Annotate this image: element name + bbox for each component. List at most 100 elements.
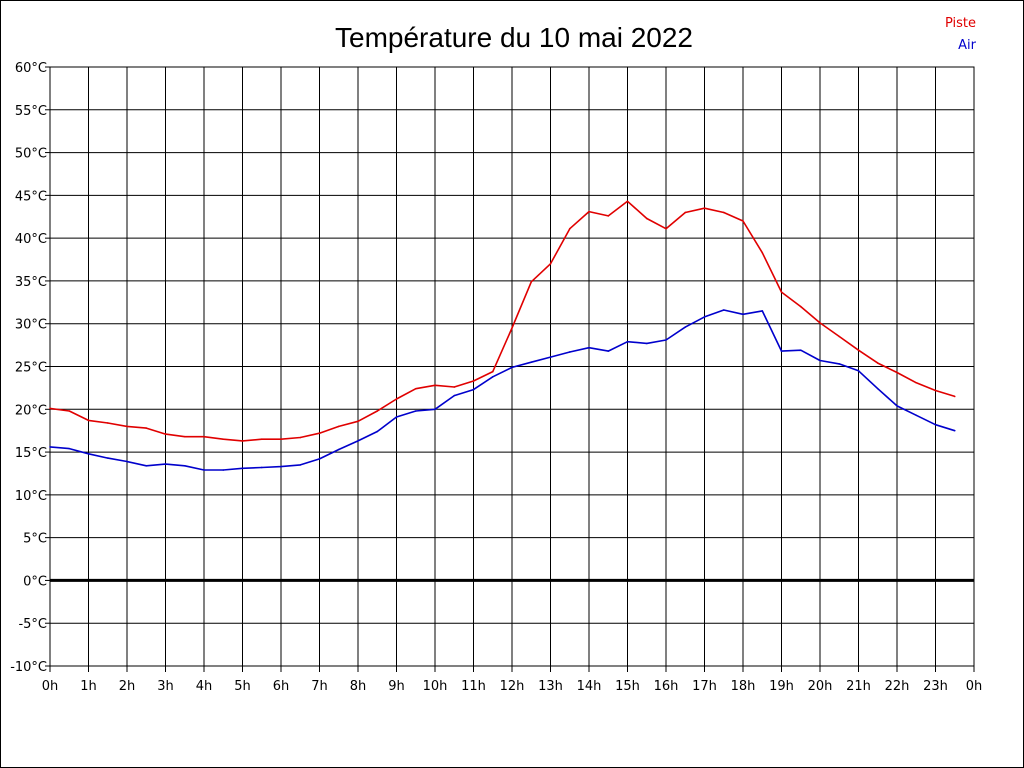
data-point-air	[106, 457, 109, 459]
x-tick-label: 18h	[731, 679, 756, 694]
data-point-air	[780, 350, 783, 352]
data-point-piste	[722, 211, 725, 214]
data-point-air	[337, 448, 340, 451]
y-tick-label: 0°C	[23, 574, 47, 589]
data-point-piste	[49, 407, 51, 410]
y-tick-label: 40°C	[15, 232, 47, 247]
x-tick-label: 6h	[273, 679, 290, 694]
data-point-air	[722, 309, 725, 311]
x-tick-label: 14h	[577, 679, 602, 694]
y-tick-label: 20°C	[15, 403, 47, 418]
data-point-air	[395, 416, 398, 418]
data-point-piste	[491, 370, 494, 373]
data-point-piste	[780, 291, 783, 293]
data-point-piste	[241, 440, 244, 442]
data-point-air	[87, 452, 90, 455]
data-point-piste	[414, 387, 417, 390]
data-point-piste	[106, 422, 109, 424]
data-point-piste	[915, 381, 918, 384]
data-point-piste	[626, 200, 629, 203]
data-point-air	[626, 340, 629, 343]
data-point-air	[549, 356, 552, 358]
y-tick-label: 55°C	[15, 104, 47, 119]
legend-entry-piste: Piste	[945, 16, 976, 31]
series-line-air	[49, 309, 956, 471]
x-tick-label: 23h	[923, 679, 948, 694]
legend-entry-air: Air	[958, 38, 977, 53]
x-tick-label: 22h	[885, 679, 910, 694]
x-tick-label: 3h	[157, 679, 174, 694]
data-point-piste	[568, 227, 571, 230]
x-tick-label: 13h	[538, 679, 563, 694]
y-tick-label: 45°C	[15, 189, 47, 204]
data-point-air	[665, 339, 667, 341]
y-tick-label: -5°C	[18, 617, 47, 632]
data-point-piste	[645, 217, 648, 220]
data-point-air	[742, 313, 744, 316]
data-point-air	[260, 466, 263, 469]
x-tick-label: 19h	[769, 679, 794, 694]
data-point-piste	[511, 327, 513, 329]
data-point-air	[953, 429, 956, 432]
data-point-piste	[588, 210, 590, 213]
data-point-air	[876, 387, 879, 390]
data-point-piste	[684, 211, 687, 214]
chart-title: Température du 10 mai 2022	[335, 22, 693, 53]
data-point-air	[280, 465, 282, 468]
data-point-piste	[260, 438, 263, 441]
data-point-piste	[549, 263, 552, 265]
data-point-piste	[434, 384, 436, 387]
data-point-air	[819, 359, 821, 362]
data-point-piste	[530, 280, 533, 283]
data-point-air	[203, 469, 205, 471]
x-tick-label: 8h	[350, 679, 367, 694]
data-point-air	[68, 447, 71, 450]
data-point-piste	[395, 398, 398, 400]
data-point-piste	[953, 395, 956, 398]
data-point-air	[145, 464, 148, 467]
y-axis-ticks: -10°C -5°C 0°C 5°C 10°C 15°C 20°C 25°C 30°C 35°C 4…	[10, 61, 47, 675]
data-point-piste	[703, 207, 706, 209]
data-point-air	[645, 342, 648, 345]
data-point-piste	[280, 438, 282, 441]
x-tick-label: 2h	[119, 679, 136, 694]
legend: Piste Air	[945, 16, 977, 53]
y-tick-label: 60°C	[15, 61, 47, 76]
data-point-air	[453, 394, 456, 397]
y-tick-label: 30°C	[15, 318, 47, 333]
data-point-piste	[665, 227, 667, 230]
data-point-piste	[876, 362, 879, 364]
data-point-air	[511, 366, 513, 369]
data-point-air	[318, 458, 321, 460]
data-point-piste	[376, 410, 379, 412]
data-point-piste	[145, 427, 148, 429]
data-point-piste	[607, 215, 610, 217]
y-tick-label: 5°C	[23, 532, 47, 547]
data-point-air	[838, 363, 841, 365]
x-tick-label: 9h	[388, 679, 405, 694]
data-point-air	[164, 463, 167, 465]
series-lines	[49, 200, 956, 471]
data-point-piste	[857, 349, 860, 352]
data-point-piste	[357, 420, 359, 423]
data-point-piste	[934, 389, 937, 392]
y-tick-label: 35°C	[15, 275, 47, 290]
data-point-air	[126, 460, 128, 463]
x-tick-label: 17h	[692, 679, 717, 694]
data-point-piste	[819, 322, 821, 324]
data-point-air	[414, 410, 417, 412]
data-point-piste	[742, 220, 744, 222]
x-tick-label: 0h	[42, 679, 59, 694]
data-point-piste	[183, 435, 186, 438]
data-point-air	[934, 423, 937, 426]
data-point-air	[761, 310, 764, 312]
data-point-air	[49, 446, 51, 448]
data-point-piste	[453, 386, 456, 388]
data-point-piste	[799, 305, 802, 308]
data-point-air	[491, 375, 494, 378]
x-tick-label: 4h	[196, 679, 213, 694]
data-point-piste	[337, 425, 340, 428]
data-point-air	[357, 440, 359, 442]
